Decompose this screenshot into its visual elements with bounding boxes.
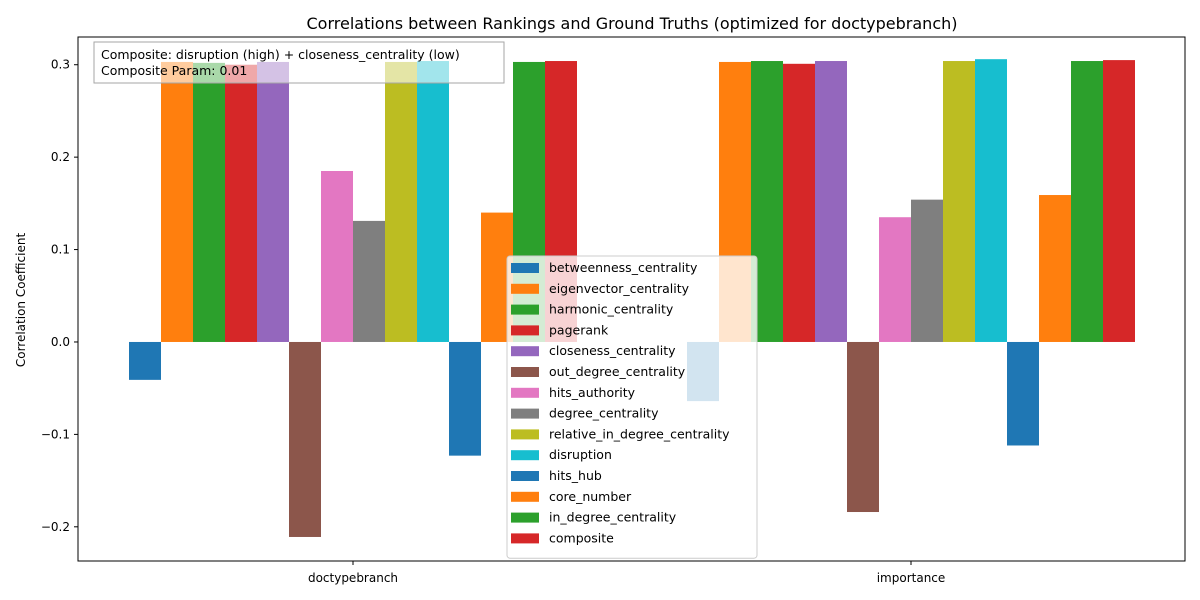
legend-label-hits_authority: hits_authority	[549, 385, 636, 400]
legend-swatch-hits_hub	[511, 471, 539, 481]
legend-swatch-out_degree_centrality	[511, 367, 539, 377]
legend-label-disruption: disruption	[549, 447, 612, 462]
legend-swatch-degree_centrality	[511, 408, 539, 419]
bar-degree_centrality-doctypebranch	[353, 220, 385, 342]
axes-frame	[77, 36, 1186, 562]
bar-pagerank-doctypebranch	[225, 64, 257, 342]
legend-label-degree_centrality: degree_centrality	[549, 406, 659, 421]
y-tick-label: 0.0	[51, 335, 70, 349]
y-tick-label: 0.1	[51, 243, 70, 257]
legend-label-pagerank: pagerank	[549, 322, 609, 337]
x-tick-label: doctypebranch	[308, 571, 398, 585]
bar-relative_in_degree_centrality-importance	[943, 61, 975, 342]
legend-label-relative_in_degree_centrality: relative_in_degree_centrality	[549, 426, 730, 441]
bar-hits_authority-importance	[879, 217, 911, 342]
y-tick-label: −0.1	[41, 427, 70, 441]
bar-hits_hub-doctypebranch	[449, 341, 481, 456]
bar-pagerank-importance	[783, 63, 815, 342]
legend-swatch-harmonic_centrality	[511, 304, 539, 315]
legend-swatch-betweenness_centrality	[511, 263, 539, 273]
x-tick-label: importance	[877, 571, 946, 585]
legend-label-core_number: core_number	[549, 489, 632, 504]
legend-label-in_degree_centrality: in_degree_centrality	[549, 510, 677, 525]
bar-out_degree_centrality-importance	[847, 341, 879, 513]
bar-core_number-importance	[1039, 195, 1071, 342]
bar-betweenness_centrality-doctypebranch	[129, 341, 161, 380]
legend-label-composite: composite	[549, 530, 614, 545]
bar-closeness_centrality-importance	[815, 61, 847, 342]
legend-swatch-composite	[511, 533, 539, 544]
bar-eigenvector_centrality-doctypebranch	[161, 61, 193, 342]
legend: betweenness_centrality eigenvector_centra…	[506, 255, 758, 559]
bar-hits_authority-doctypebranch	[321, 171, 353, 342]
bar-composite-importance	[1103, 60, 1135, 342]
annotation-box: Composite: disruption (high) + closeness…	[93, 41, 505, 84]
bar-out_degree_centrality-doctypebranch	[289, 341, 321, 537]
legend-swatch-eigenvector_centrality	[511, 283, 539, 294]
legend-label-harmonic_centrality: harmonic_centrality	[549, 302, 674, 317]
bar-disruption-doctypebranch	[417, 61, 449, 342]
y-axis-label: Correlation Coefficient	[14, 233, 28, 368]
y-tick-label: −0.2	[41, 520, 70, 534]
legend-swatch-in_degree_centrality	[511, 512, 539, 523]
annotation-frame	[93, 41, 505, 84]
bar-in_degree_centrality-importance	[1071, 61, 1103, 342]
y-tick-label: 0.3	[51, 58, 70, 72]
legend-swatch-core_number	[511, 491, 539, 502]
legend-label-closeness_centrality: closeness_centrality	[549, 343, 676, 358]
legend-label-hits_hub: hits_hub	[549, 468, 602, 483]
chart-title: Correlations between Rankings and Ground…	[306, 14, 957, 33]
legend-swatch-closeness_centrality	[511, 346, 539, 357]
annotation-line-1: Composite: disruption (high) + closeness…	[101, 47, 460, 62]
legend-swatch-hits_authority	[511, 387, 539, 398]
legend-label-out_degree_centrality: out_degree_centrality	[549, 364, 686, 379]
bar-degree_centrality-importance	[911, 199, 943, 342]
legend-frame	[506, 255, 758, 559]
bar-harmonic_centrality-doctypebranch	[193, 62, 225, 342]
annotation-line-2: Composite Param: 0.01	[101, 63, 247, 78]
legend-label-eigenvector_centrality: eigenvector_centrality	[549, 281, 690, 296]
legend-label-betweenness_centrality: betweenness_centrality	[549, 260, 698, 275]
plot-area: −0.2 −0.1 0.0 0.1 0.2 0.3 doctypebranch importa…	[41, 36, 1186, 585]
bar-relative_in_degree_centrality-doctypebranch	[385, 61, 417, 342]
y-tick-label: 0.2	[51, 150, 70, 164]
legend-swatch-disruption	[511, 450, 539, 461]
legend-swatch-relative_in_degree_centrality	[511, 429, 539, 440]
legend-swatch-pagerank	[511, 325, 539, 336]
bar-hits_hub-importance	[1007, 341, 1039, 446]
bar-disruption-importance	[975, 59, 1007, 342]
bar-closeness_centrality-doctypebranch	[257, 61, 289, 342]
